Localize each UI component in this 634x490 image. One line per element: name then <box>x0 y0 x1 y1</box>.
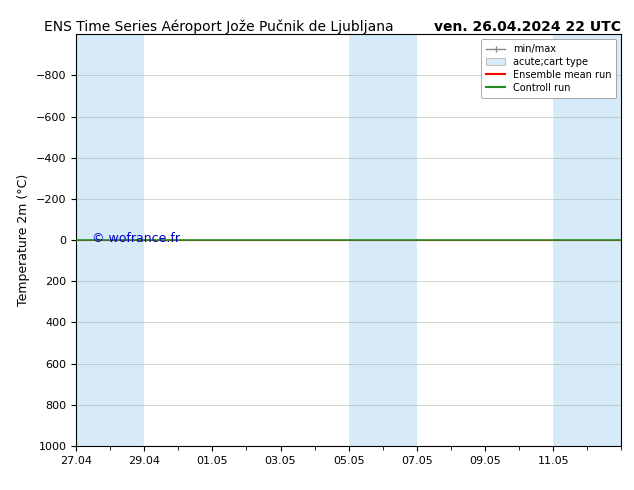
Bar <box>349 34 417 446</box>
Legend: min/max, acute;cart type, Ensemble mean run, Controll run: min/max, acute;cart type, Ensemble mean … <box>481 39 616 98</box>
Text: © wofrance.fr: © wofrance.fr <box>93 232 181 245</box>
Text: ENS Time Series Aéroport Jože Pučnik de Ljubljana: ENS Time Series Aéroport Jože Pučnik de … <box>44 20 394 34</box>
Title: ENS Time Series Aéroport Jože Pučnik de Ljubljana    ven. 26.04.2024 22 UTC: ENS Time Series Aéroport Jože Pučnik de … <box>0 489 1 490</box>
Y-axis label: Temperature 2m (°C): Temperature 2m (°C) <box>17 174 30 306</box>
Text: ven. 26.04.2024 22 UTC: ven. 26.04.2024 22 UTC <box>434 20 621 34</box>
Bar <box>553 34 621 446</box>
Bar <box>76 34 144 446</box>
